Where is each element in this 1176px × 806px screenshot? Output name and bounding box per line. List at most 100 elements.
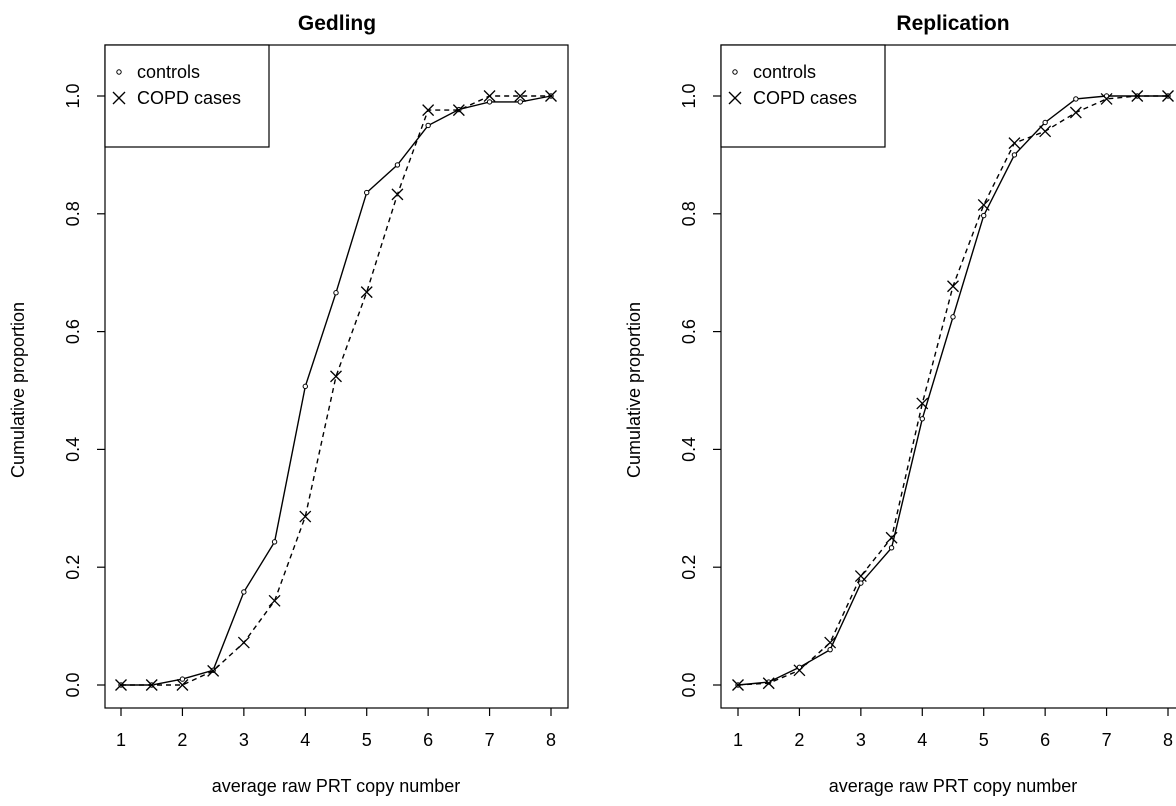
- y-tick-label: 0.2: [63, 555, 83, 580]
- data-point-copd-cases: [762, 677, 775, 690]
- data-point-copd-cases: [452, 104, 465, 117]
- data-point-copd-cases: [391, 188, 404, 201]
- x-tick-label: 6: [423, 730, 433, 750]
- x-tick-label: 4: [917, 730, 927, 750]
- cross-stroke: [360, 286, 373, 299]
- cross-stroke: [545, 90, 557, 102]
- y-tick-label: 0.0: [63, 672, 83, 697]
- cross-stroke: [824, 636, 837, 649]
- cross-stroke: [732, 679, 744, 691]
- cross-stroke: [145, 679, 158, 691]
- x-tick-label: 1: [733, 730, 743, 750]
- chart-title: Gedling: [298, 12, 376, 35]
- series-line-copd-cases: [121, 95, 551, 686]
- data-point-controls: [271, 539, 278, 545]
- y-tick-label: 0.4: [63, 437, 83, 462]
- legend-box: [104, 44, 270, 148]
- data-point-copd-cases: [237, 636, 250, 649]
- data-point-controls: [179, 676, 186, 682]
- plot-frame: [720, 44, 1176, 709]
- data-point-copd-cases: [176, 679, 189, 691]
- data-point-controls: [919, 416, 925, 422]
- data-point-copd-cases: [360, 286, 373, 299]
- cross-stroke: [483, 90, 496, 102]
- cross-stroke: [1039, 125, 1052, 138]
- y-tick-label: 1.0: [63, 83, 83, 108]
- cross-stroke: [1162, 90, 1174, 102]
- data-point-copd-cases: [1039, 125, 1052, 138]
- x-tick-label: 8: [1163, 730, 1173, 750]
- cross-stroke: [514, 90, 527, 102]
- data-point-copd-cases: [793, 664, 806, 677]
- data-point-controls: [333, 290, 339, 296]
- cross-stroke: [176, 679, 189, 691]
- cross-stroke: [916, 397, 929, 410]
- data-point-controls: [302, 383, 308, 390]
- data-point-copd-cases: [1131, 90, 1144, 102]
- legend-marker-controls: [732, 69, 738, 75]
- legend-marker-controls: [116, 69, 122, 75]
- x-tick-label: 8: [546, 730, 556, 750]
- y-tick-label: 1.0: [679, 83, 699, 108]
- y-axis-title: Cumulative proportion: [8, 302, 28, 478]
- data-point-copd-cases: [514, 90, 527, 102]
- data-point-copd-cases: [854, 570, 867, 582]
- data-point-controls: [364, 189, 370, 196]
- data-point-copd-cases: [947, 280, 959, 293]
- y-tick-label: 0.0: [679, 672, 699, 697]
- data-point-copd-cases: [115, 679, 127, 691]
- data-point-copd-cases: [330, 370, 342, 383]
- data-point-copd-cases: [545, 90, 557, 102]
- x-axis-title: average raw PRT copy number: [212, 776, 460, 796]
- data-point-controls: [827, 646, 833, 653]
- data-point-controls: [858, 580, 864, 586]
- chart-panel-gedling: Gedling 1 2 3 4 5 6 7 8 0.0 0.2 0.4 0.6 0.8 1.0 average…: [8, 12, 569, 796]
- x-tick-label: 2: [794, 730, 804, 750]
- cross-stroke: [1100, 92, 1113, 105]
- chart-panel-replication: Replication 1 2 3 4 5 6 7 8 0.0 0.2 0.4 0.6 0.8 1.0 ave…: [624, 12, 1176, 796]
- legend-marker-copd-cases: [112, 91, 126, 105]
- cross-stroke: [330, 370, 342, 383]
- y-tick-label: 0.6: [679, 319, 699, 344]
- data-point-copd-cases: [916, 397, 929, 410]
- data-point-copd-cases: [299, 510, 312, 523]
- y-tick-label: 0.2: [679, 555, 699, 580]
- x-axis-title: average raw PRT copy number: [829, 776, 1077, 796]
- cross-stroke: [947, 280, 959, 293]
- data-point-controls: [517, 99, 523, 105]
- x-tick-label: 3: [239, 730, 249, 750]
- series-line-controls: [121, 95, 552, 686]
- data-point-copd-cases: [977, 199, 990, 211]
- legend-label: COPD cases: [137, 88, 241, 108]
- cross-stroke: [885, 531, 898, 544]
- cross-stroke: [422, 104, 435, 117]
- cross-stroke: [762, 677, 775, 690]
- data-point-copd-cases: [268, 594, 281, 607]
- data-point-controls: [1011, 152, 1018, 158]
- cross-stroke: [207, 664, 220, 677]
- x-tick-label: 7: [485, 730, 495, 750]
- cross-stroke: [391, 188, 404, 201]
- data-point-controls: [1042, 119, 1048, 126]
- y-tick-label: 0.8: [63, 201, 83, 226]
- data-point-copd-cases: [1008, 137, 1021, 150]
- series-line-copd-cases: [737, 95, 1168, 686]
- y-tick-label: 0.6: [63, 319, 83, 344]
- series-line-controls: [737, 95, 1168, 686]
- legend-box: [720, 44, 886, 148]
- data-point-controls: [1073, 96, 1079, 102]
- legend-marker-copd-cases: [728, 91, 742, 105]
- chart-title: Replication: [896, 12, 1009, 35]
- x-tick-label: 6: [1040, 730, 1050, 750]
- cross-stroke: [854, 570, 867, 582]
- data-point-controls: [486, 99, 493, 105]
- legend-label: controls: [137, 62, 200, 82]
- data-point-controls: [888, 545, 895, 551]
- y-tick-label: 0.4: [679, 437, 699, 462]
- data-point-controls: [241, 589, 247, 595]
- x-tick-label: 1: [116, 730, 126, 750]
- data-point-copd-cases: [422, 104, 435, 117]
- data-point-controls: [950, 314, 956, 320]
- y-tick-label: 0.8: [679, 201, 699, 226]
